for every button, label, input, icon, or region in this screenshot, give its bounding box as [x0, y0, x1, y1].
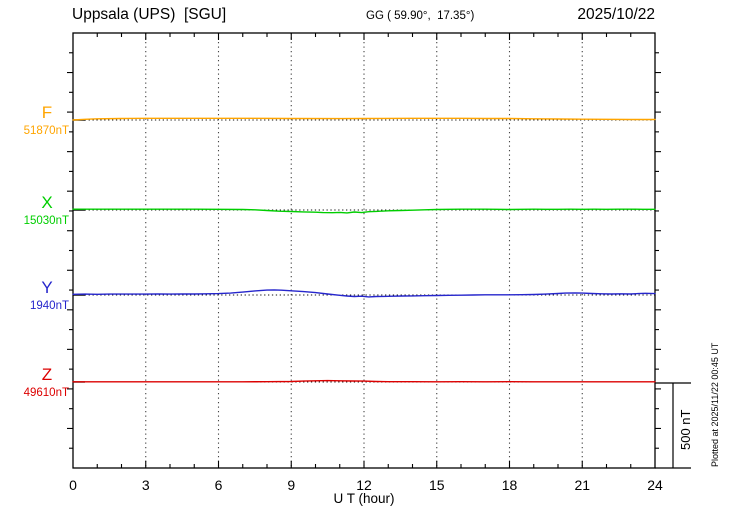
trace-Z	[72, 379, 656, 383]
x-tick-label-15: 15	[429, 477, 445, 493]
x-tick-label-3: 3	[142, 477, 150, 493]
trace-X	[72, 208, 656, 214]
channel-label-F: F	[42, 103, 52, 122]
x-axis-title: U T (hour)	[333, 491, 395, 506]
channel-baseline-value-F: 51870nT	[24, 125, 69, 137]
x-tick-label-9: 9	[287, 477, 295, 493]
x-tick-label-24: 24	[647, 477, 663, 493]
x-tick-label-21: 21	[574, 477, 590, 493]
channel-baseline-value-Y: 1940nT	[30, 300, 69, 312]
trace-Y	[72, 289, 656, 298]
x-tick-label-6: 6	[215, 477, 223, 493]
x-tick-label-12: 12	[356, 477, 372, 493]
x-tick-label-0: 0	[69, 477, 77, 493]
x-tick-label-18: 18	[502, 477, 518, 493]
channel-baseline-value-Z: 49610nT	[24, 387, 69, 399]
channel-label-Z: Z	[42, 365, 52, 384]
channel-label-Y: Y	[41, 278, 52, 297]
geographic-coordinates: GG ( 59.90°, 17.35°)	[366, 10, 475, 22]
station-title: Uppsala (UPS) [SGU]	[72, 6, 227, 23]
trace-F	[72, 117, 656, 121]
channel-baseline-value-X: 15030nT	[24, 215, 69, 227]
plotted-timestamp-note: Plotted at 2025/11/22 00:45 UT	[710, 342, 720, 467]
scale-bar-label: 500 nT	[678, 409, 693, 450]
plot-date: 2025/10/22	[577, 6, 655, 23]
channel-label-X: X	[41, 193, 52, 212]
